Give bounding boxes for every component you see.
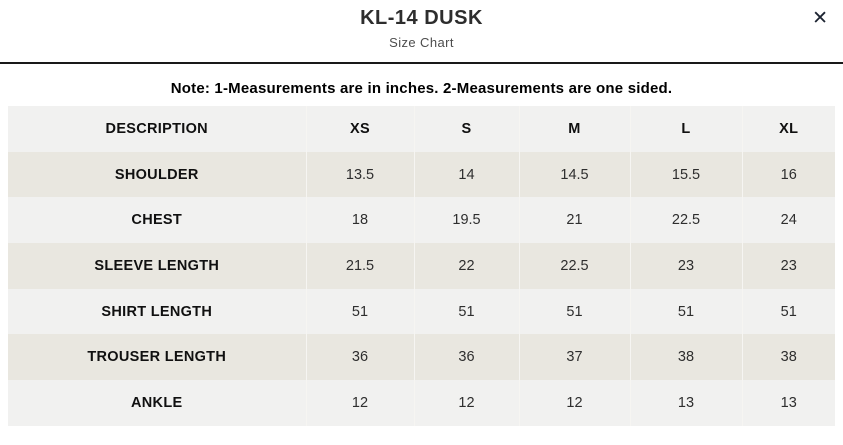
row-label: CHEST — [131, 212, 183, 229]
table-row-chest: CHEST 18 19.5 21 22.5 24 — [8, 197, 835, 244]
table-cell: 16 — [741, 151, 835, 198]
table-cell: 14 — [413, 151, 519, 198]
table-cell: 37 — [518, 334, 630, 381]
table-cell: 36 — [305, 334, 414, 381]
table-cell: 22.5 — [629, 197, 742, 244]
table-cell: 12 — [518, 380, 630, 426]
table-cell: 51 — [518, 288, 630, 335]
table-row-ankle: ANKLE 12 12 12 13 13 — [8, 380, 835, 426]
modal-header: KL-14 DUSK Size Chart ✕ — [0, 0, 843, 64]
column-header-xl: XL — [741, 106, 835, 152]
table-cell: 12 — [305, 380, 414, 426]
column-header-description: DESCRIPTION — [105, 120, 208, 137]
column-header-m: M — [518, 106, 630, 152]
column-header-xs: XS — [305, 106, 414, 152]
row-label: SHOULDER — [114, 166, 199, 183]
close-icon: ✕ — [812, 7, 828, 29]
table-cell: 22.5 — [518, 243, 630, 289]
table-cell: 51 — [629, 288, 742, 335]
table-cell: 38 — [741, 334, 835, 381]
table-cell: 13.5 — [305, 151, 414, 198]
row-label: SLEEVE LENGTH — [94, 257, 220, 274]
table-cell: 36 — [413, 334, 519, 381]
row-label: TROUSER LENGTH — [87, 349, 227, 366]
table-header-row: DESCRIPTION XS S M L XL — [8, 106, 835, 152]
close-button[interactable]: ✕ — [808, 5, 832, 32]
size-chart-modal: KL-14 DUSK Size Chart ✕ Note: 1-Measurem… — [0, 0, 843, 426]
table-cell: 51 — [305, 288, 414, 335]
page-subtitle: Size Chart — [389, 35, 454, 50]
table-row-sleeve-length: SLEEVE LENGTH 21.5 22 22.5 23 23 — [8, 243, 835, 289]
table-row-shirt-length: SHIRT LENGTH 51 51 51 51 51 — [8, 288, 835, 335]
table-cell: 51 — [413, 288, 519, 335]
measurement-note: Note: 1-Measurements are in inches. 2-Me… — [170, 80, 673, 97]
table-cell: 13 — [629, 380, 742, 426]
table-cell: 23 — [629, 243, 742, 289]
table-cell: 13 — [741, 380, 835, 426]
table-cell: 21 — [518, 197, 630, 244]
page-title: KL-14 DUSK — [360, 7, 483, 29]
table-cell: 18 — [305, 197, 414, 244]
table-cell: 22 — [413, 243, 519, 289]
table-cell: 38 — [629, 334, 742, 381]
size-chart-table: DESCRIPTION XS S M L XL SHOULDER 13.5 14… — [8, 106, 835, 426]
table-row-shoulder: SHOULDER 13.5 14 14.5 15.5 16 — [8, 151, 835, 198]
table-row-trouser-length: TROUSER LENGTH 36 36 37 38 38 — [8, 334, 835, 381]
row-label: ANKLE — [131, 394, 183, 411]
table-cell: 14.5 — [518, 151, 630, 198]
table-cell: 12 — [413, 380, 519, 426]
column-header-l: L — [629, 106, 742, 152]
table-cell: 23 — [741, 243, 835, 289]
column-header-s: S — [413, 106, 519, 152]
row-label: SHIRT LENGTH — [101, 303, 213, 320]
table-cell: 21.5 — [305, 243, 414, 289]
table-cell: 51 — [741, 288, 835, 335]
table-cell: 19.5 — [413, 197, 519, 244]
table-cell: 15.5 — [629, 151, 742, 198]
table-cell: 24 — [741, 197, 835, 244]
